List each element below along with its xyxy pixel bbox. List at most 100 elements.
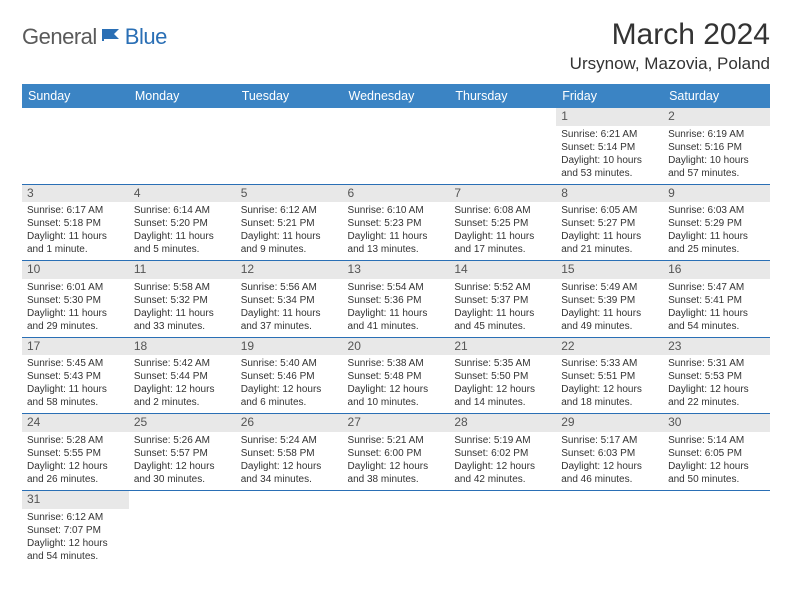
calendar-cell bbox=[449, 108, 556, 184]
calendar-cell: 27Sunrise: 5:21 AMSunset: 6:00 PMDayligh… bbox=[343, 414, 450, 491]
calendar-row: 31Sunrise: 6:12 AMSunset: 7:07 PMDayligh… bbox=[22, 490, 770, 566]
sunset-text: Sunset: 5:20 PM bbox=[134, 217, 231, 230]
sunset-text: Sunset: 6:00 PM bbox=[348, 447, 445, 460]
day-details: Sunrise: 5:17 AMSunset: 6:03 PMDaylight:… bbox=[556, 432, 663, 490]
day-number: 12 bbox=[236, 261, 343, 279]
day-number: 13 bbox=[343, 261, 450, 279]
day-details: Sunrise: 6:14 AMSunset: 5:20 PMDaylight:… bbox=[129, 202, 236, 260]
sunset-text: Sunset: 5:23 PM bbox=[348, 217, 445, 230]
calendar-cell: 2Sunrise: 6:19 AMSunset: 5:16 PMDaylight… bbox=[663, 108, 770, 184]
sunset-text: Sunset: 5:55 PM bbox=[27, 447, 124, 460]
calendar-cell: 1Sunrise: 6:21 AMSunset: 5:14 PMDaylight… bbox=[556, 108, 663, 184]
daylight-text: Daylight: 11 hours and 49 minutes. bbox=[561, 307, 658, 333]
calendar-cell: 8Sunrise: 6:05 AMSunset: 5:27 PMDaylight… bbox=[556, 184, 663, 261]
weekday-header: Sunday bbox=[22, 84, 129, 108]
sunrise-text: Sunrise: 6:17 AM bbox=[27, 204, 124, 217]
daylight-text: Daylight: 12 hours and 54 minutes. bbox=[27, 537, 124, 563]
day-number: 20 bbox=[343, 338, 450, 356]
calendar-cell bbox=[343, 490, 450, 566]
sunrise-text: Sunrise: 5:47 AM bbox=[668, 281, 765, 294]
weekday-header: Saturday bbox=[663, 84, 770, 108]
calendar-cell: 22Sunrise: 5:33 AMSunset: 5:51 PMDayligh… bbox=[556, 337, 663, 414]
sunset-text: Sunset: 5:21 PM bbox=[241, 217, 338, 230]
calendar-row: 17Sunrise: 5:45 AMSunset: 5:43 PMDayligh… bbox=[22, 337, 770, 414]
day-details: Sunrise: 6:12 AMSunset: 7:07 PMDaylight:… bbox=[22, 509, 129, 567]
calendar-cell: 29Sunrise: 5:17 AMSunset: 6:03 PMDayligh… bbox=[556, 414, 663, 491]
day-number: 19 bbox=[236, 338, 343, 356]
calendar-cell bbox=[556, 490, 663, 566]
logo: General Blue bbox=[22, 18, 167, 50]
title-block: March 2024 Ursynow, Mazovia, Poland bbox=[570, 18, 770, 74]
day-number: 9 bbox=[663, 185, 770, 203]
calendar-cell: 15Sunrise: 5:49 AMSunset: 5:39 PMDayligh… bbox=[556, 261, 663, 338]
daylight-text: Daylight: 12 hours and 14 minutes. bbox=[454, 383, 551, 409]
day-number: 2 bbox=[663, 108, 770, 126]
day-details: Sunrise: 5:21 AMSunset: 6:00 PMDaylight:… bbox=[343, 432, 450, 490]
sunset-text: Sunset: 5:51 PM bbox=[561, 370, 658, 383]
daylight-text: Daylight: 12 hours and 6 minutes. bbox=[241, 383, 338, 409]
daylight-text: Daylight: 11 hours and 37 minutes. bbox=[241, 307, 338, 333]
sunset-text: Sunset: 5:53 PM bbox=[668, 370, 765, 383]
day-details: Sunrise: 5:52 AMSunset: 5:37 PMDaylight:… bbox=[449, 279, 556, 337]
day-number: 30 bbox=[663, 414, 770, 432]
calendar-cell: 30Sunrise: 5:14 AMSunset: 6:05 PMDayligh… bbox=[663, 414, 770, 491]
weekday-header: Thursday bbox=[449, 84, 556, 108]
daylight-text: Daylight: 11 hours and 1 minute. bbox=[27, 230, 124, 256]
day-details: Sunrise: 6:17 AMSunset: 5:18 PMDaylight:… bbox=[22, 202, 129, 260]
day-details: Sunrise: 6:01 AMSunset: 5:30 PMDaylight:… bbox=[22, 279, 129, 337]
daylight-text: Daylight: 11 hours and 5 minutes. bbox=[134, 230, 231, 256]
sunrise-text: Sunrise: 5:40 AM bbox=[241, 357, 338, 370]
day-number: 6 bbox=[343, 185, 450, 203]
day-details: Sunrise: 5:40 AMSunset: 5:46 PMDaylight:… bbox=[236, 355, 343, 413]
day-number: 4 bbox=[129, 185, 236, 203]
weekday-header: Wednesday bbox=[343, 84, 450, 108]
sunrise-text: Sunrise: 5:14 AM bbox=[668, 434, 765, 447]
daylight-text: Daylight: 12 hours and 10 minutes. bbox=[348, 383, 445, 409]
day-number: 1 bbox=[556, 108, 663, 126]
day-number: 23 bbox=[663, 338, 770, 356]
day-details: Sunrise: 6:10 AMSunset: 5:23 PMDaylight:… bbox=[343, 202, 450, 260]
sunset-text: Sunset: 5:48 PM bbox=[348, 370, 445, 383]
daylight-text: Daylight: 10 hours and 57 minutes. bbox=[668, 154, 765, 180]
daylight-text: Daylight: 11 hours and 21 minutes. bbox=[561, 230, 658, 256]
sunrise-text: Sunrise: 5:52 AM bbox=[454, 281, 551, 294]
sunrise-text: Sunrise: 5:24 AM bbox=[241, 434, 338, 447]
daylight-text: Daylight: 11 hours and 41 minutes. bbox=[348, 307, 445, 333]
sunrise-text: Sunrise: 6:10 AM bbox=[348, 204, 445, 217]
day-details: Sunrise: 5:28 AMSunset: 5:55 PMDaylight:… bbox=[22, 432, 129, 490]
day-details: Sunrise: 5:42 AMSunset: 5:44 PMDaylight:… bbox=[129, 355, 236, 413]
day-details: Sunrise: 5:33 AMSunset: 5:51 PMDaylight:… bbox=[556, 355, 663, 413]
day-details: Sunrise: 6:08 AMSunset: 5:25 PMDaylight:… bbox=[449, 202, 556, 260]
day-details: Sunrise: 5:49 AMSunset: 5:39 PMDaylight:… bbox=[556, 279, 663, 337]
calendar-cell: 20Sunrise: 5:38 AMSunset: 5:48 PMDayligh… bbox=[343, 337, 450, 414]
calendar-cell bbox=[663, 490, 770, 566]
sunset-text: Sunset: 5:34 PM bbox=[241, 294, 338, 307]
daylight-text: Daylight: 10 hours and 53 minutes. bbox=[561, 154, 658, 180]
daylight-text: Daylight: 11 hours and 54 minutes. bbox=[668, 307, 765, 333]
calendar-row: 3Sunrise: 6:17 AMSunset: 5:18 PMDaylight… bbox=[22, 184, 770, 261]
sunrise-text: Sunrise: 5:17 AM bbox=[561, 434, 658, 447]
day-number: 22 bbox=[556, 338, 663, 356]
logo-flag-icon bbox=[101, 26, 123, 49]
sunset-text: Sunset: 5:50 PM bbox=[454, 370, 551, 383]
sunset-text: Sunset: 5:36 PM bbox=[348, 294, 445, 307]
sunrise-text: Sunrise: 6:21 AM bbox=[561, 128, 658, 141]
sunrise-text: Sunrise: 5:58 AM bbox=[134, 281, 231, 294]
sunrise-text: Sunrise: 6:19 AM bbox=[668, 128, 765, 141]
sunrise-text: Sunrise: 5:21 AM bbox=[348, 434, 445, 447]
sunrise-text: Sunrise: 5:28 AM bbox=[27, 434, 124, 447]
day-number: 11 bbox=[129, 261, 236, 279]
daylight-text: Daylight: 12 hours and 2 minutes. bbox=[134, 383, 231, 409]
day-details: Sunrise: 5:19 AMSunset: 6:02 PMDaylight:… bbox=[449, 432, 556, 490]
day-number: 31 bbox=[22, 491, 129, 509]
calendar-cell: 7Sunrise: 6:08 AMSunset: 5:25 PMDaylight… bbox=[449, 184, 556, 261]
calendar-cell: 9Sunrise: 6:03 AMSunset: 5:29 PMDaylight… bbox=[663, 184, 770, 261]
calendar-cell bbox=[449, 490, 556, 566]
sunset-text: Sunset: 5:18 PM bbox=[27, 217, 124, 230]
day-number: 10 bbox=[22, 261, 129, 279]
daylight-text: Daylight: 11 hours and 17 minutes. bbox=[454, 230, 551, 256]
sunset-text: Sunset: 5:57 PM bbox=[134, 447, 231, 460]
day-number: 29 bbox=[556, 414, 663, 432]
day-number: 5 bbox=[236, 185, 343, 203]
day-number: 7 bbox=[449, 185, 556, 203]
